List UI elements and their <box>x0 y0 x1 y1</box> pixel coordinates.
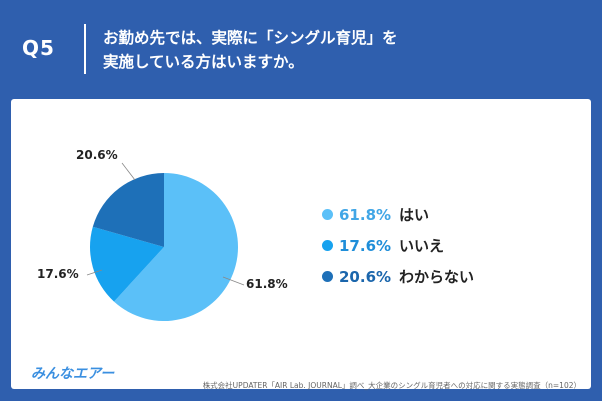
legend-swatch-unknown <box>322 271 333 282</box>
brand-logo: みんなエアー <box>31 366 115 382</box>
pie-slice-unknown <box>92 173 164 247</box>
source-note: 株式会社UPDATER「AIR Lab. JOURNAL」調べ_大企業のシングル… <box>202 381 581 390</box>
pie-slice-yes <box>114 173 239 321</box>
pie-slice-no <box>89 226 164 302</box>
header-divider <box>84 24 86 74</box>
legend-item-unknown: 20.6% わからない <box>322 261 474 292</box>
chart-card: 61.8% 17.6% 20.6% 61.8% はい 17.6% いいえ 20.… <box>11 99 591 390</box>
legend-pct-no: 17.6% <box>339 236 392 255</box>
leader-line-no <box>86 269 103 276</box>
legend-pct-yes: 61.8% <box>339 205 392 224</box>
leader-line-yes <box>222 276 245 286</box>
question-number: Q5 <box>22 36 55 60</box>
pie-label-no: 17.6% <box>37 267 79 281</box>
legend-label-no: いいえ <box>399 237 445 255</box>
pie-label-unknown: 20.6% <box>76 148 118 162</box>
legend-label-yes: はい <box>399 206 430 224</box>
legend-item-yes: 61.8% はい <box>322 199 474 230</box>
legend-swatch-yes <box>322 209 333 220</box>
question-text-line2: 実施している方はいますか。 <box>103 53 304 71</box>
question-text: お勤め先では、実際に「シングル育児」を 実施している方はいますか。 <box>103 26 583 74</box>
legend-swatch-no <box>322 240 333 251</box>
legend-label-unknown: わからない <box>399 268 475 286</box>
question-text-line1: お勤め先では、実際に「シングル育児」を <box>103 29 398 47</box>
pie-label-yes: 61.8% <box>246 277 288 291</box>
legend-item-no: 17.6% いいえ <box>322 230 474 261</box>
header: Q5 お勤め先では、実際に「シングル育児」を 実施している方はいますか。 <box>0 0 602 100</box>
leader-line-unknown <box>121 162 136 181</box>
legend-pct-unknown: 20.6% <box>339 267 392 286</box>
pie-chart <box>86 162 245 321</box>
chart-legend: 61.8% はい 17.6% いいえ 20.6% わからない <box>322 199 474 292</box>
